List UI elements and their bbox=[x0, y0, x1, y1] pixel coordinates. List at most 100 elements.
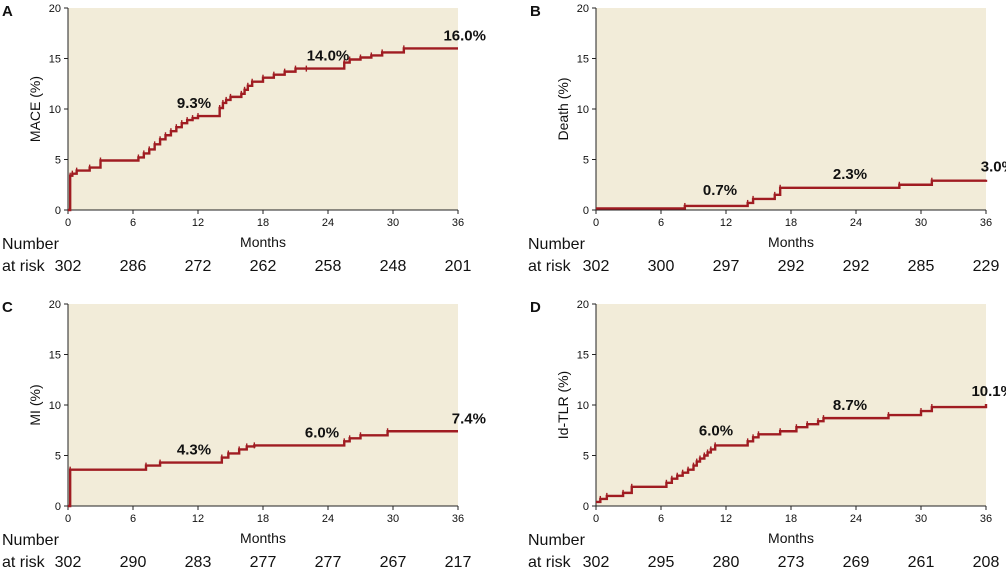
panel-a: 0 5 10 15 20 0 6 12 18 24 30 36 Months MACE (%) A 9.3% 1… bbox=[2, 3, 486, 275]
y-tick-label: 15 bbox=[577, 54, 589, 66]
x-tick-label: 0 bbox=[65, 217, 71, 229]
at-risk-count: 217 bbox=[445, 554, 472, 571]
plot-area bbox=[68, 304, 458, 506]
x-tick-label: 18 bbox=[785, 217, 797, 229]
km-curve bbox=[68, 430, 458, 508]
risk-header: at risk bbox=[528, 554, 572, 571]
x-tick-label: 0 bbox=[65, 513, 71, 525]
y-tick-label: 10 bbox=[49, 400, 61, 412]
x-tick-label: 18 bbox=[257, 513, 269, 525]
x-axis-label: Months bbox=[768, 234, 814, 250]
at-risk-count: 297 bbox=[713, 258, 740, 275]
x-axis-label: Months bbox=[240, 234, 286, 250]
x-tick-label: 36 bbox=[452, 513, 464, 525]
risk-header: Number bbox=[2, 532, 60, 549]
y-tick-label: 20 bbox=[49, 3, 61, 15]
at-risk-count: 290 bbox=[120, 554, 147, 571]
x-tick-label: 6 bbox=[130, 217, 136, 229]
at-risk-count: 302 bbox=[55, 258, 82, 275]
percent-annotation: 7.4% bbox=[452, 410, 486, 427]
at-risk-count: 201 bbox=[445, 258, 472, 275]
at-risk-count: 302 bbox=[55, 554, 82, 571]
y-tick-label: 15 bbox=[49, 54, 61, 66]
panel-letter: C bbox=[2, 299, 13, 316]
x-tick-label: 24 bbox=[850, 513, 862, 525]
at-risk-count: 302 bbox=[583, 554, 610, 571]
risk-header: at risk bbox=[528, 258, 572, 275]
percent-annotation: 9.3% bbox=[177, 95, 211, 112]
panel-b: 0 5 10 15 20 0 6 12 18 24 30 36 Months Death (%) B 0.7%… bbox=[528, 3, 1006, 275]
y-axis-label: Id-TLR (%) bbox=[555, 371, 571, 439]
x-tick-label: 36 bbox=[452, 217, 464, 229]
x-tick-label: 36 bbox=[980, 217, 992, 229]
x-tick-label: 24 bbox=[850, 217, 862, 229]
x-axis-label: Months bbox=[240, 530, 286, 546]
x-tick-label: 6 bbox=[658, 217, 664, 229]
percent-annotation: 16.0% bbox=[443, 27, 486, 44]
risk-header: Number bbox=[2, 236, 60, 253]
at-risk-count: 262 bbox=[250, 258, 277, 275]
x-tick-label: 0 bbox=[593, 217, 599, 229]
y-axis-label: MI (%) bbox=[27, 384, 43, 425]
plot-area bbox=[596, 304, 986, 506]
y-axis-label: Death (%) bbox=[555, 77, 571, 140]
x-tick-label: 6 bbox=[658, 513, 664, 525]
y-tick-label: 0 bbox=[55, 205, 61, 217]
at-risk-count: 286 bbox=[120, 258, 147, 275]
y-tick-label: 5 bbox=[583, 155, 589, 167]
at-risk-count: 208 bbox=[973, 554, 1000, 571]
risk-header: Number bbox=[528, 532, 586, 549]
risk-header: at risk bbox=[2, 258, 46, 275]
y-tick-label: 0 bbox=[583, 205, 589, 217]
y-tick-label: 5 bbox=[55, 155, 61, 167]
y-tick-label: 20 bbox=[49, 299, 61, 311]
percent-annotation: 6.0% bbox=[699, 422, 733, 439]
risk-header: Number bbox=[528, 236, 586, 253]
y-tick-label: 10 bbox=[577, 104, 589, 116]
percent-annotation: 0.7% bbox=[703, 182, 737, 199]
y-tick-label: 5 bbox=[55, 451, 61, 463]
panel-c: 0 5 10 15 20 0 6 12 18 24 30 36 Months MI (%) C 4.3% 6.0… bbox=[2, 299, 486, 571]
percent-annotation: 4.3% bbox=[177, 442, 211, 459]
x-tick-label: 30 bbox=[387, 513, 399, 525]
at-risk-count: 292 bbox=[843, 258, 870, 275]
y-tick-label: 15 bbox=[49, 350, 61, 362]
y-tick-label: 15 bbox=[577, 350, 589, 362]
panel-d: 0 5 10 15 20 0 6 12 18 24 30 36 Months Id-TLR (%) D 6.0… bbox=[528, 299, 1006, 571]
at-risk-count: 229 bbox=[973, 258, 1000, 275]
x-tick-label: 12 bbox=[192, 513, 204, 525]
percent-annotation: 14.0% bbox=[307, 48, 350, 65]
at-risk-count: 292 bbox=[778, 258, 805, 275]
panel-letter: B bbox=[530, 3, 541, 20]
at-risk-count: 261 bbox=[908, 554, 935, 571]
x-tick-label: 30 bbox=[915, 217, 927, 229]
y-tick-label: 20 bbox=[577, 299, 589, 311]
plot-area bbox=[596, 8, 986, 210]
x-tick-label: 0 bbox=[593, 513, 599, 525]
at-risk-count: 267 bbox=[380, 554, 407, 571]
panel-letter: D bbox=[530, 299, 541, 316]
at-risk-count: 273 bbox=[778, 554, 805, 571]
x-tick-label: 24 bbox=[322, 217, 334, 229]
y-tick-label: 20 bbox=[577, 3, 589, 15]
x-tick-label: 36 bbox=[980, 513, 992, 525]
at-risk-count: 285 bbox=[908, 258, 935, 275]
at-risk-count: 248 bbox=[380, 258, 407, 275]
x-axis-label: Months bbox=[768, 530, 814, 546]
percent-annotation: 3.0% bbox=[981, 159, 1006, 176]
percent-annotation: 8.7% bbox=[833, 397, 867, 414]
at-risk-count: 269 bbox=[843, 554, 870, 571]
at-risk-count: 283 bbox=[185, 554, 212, 571]
x-tick-label: 18 bbox=[785, 513, 797, 525]
y-tick-label: 0 bbox=[55, 501, 61, 513]
x-tick-label: 12 bbox=[192, 217, 204, 229]
y-axis-label: MACE (%) bbox=[27, 76, 43, 142]
x-tick-label: 12 bbox=[720, 513, 732, 525]
y-tick-label: 5 bbox=[583, 451, 589, 463]
x-tick-label: 6 bbox=[130, 513, 136, 525]
y-tick-label: 10 bbox=[577, 400, 589, 412]
y-tick-label: 0 bbox=[583, 501, 589, 513]
y-tick-label: 10 bbox=[49, 104, 61, 116]
x-tick-label: 30 bbox=[387, 217, 399, 229]
